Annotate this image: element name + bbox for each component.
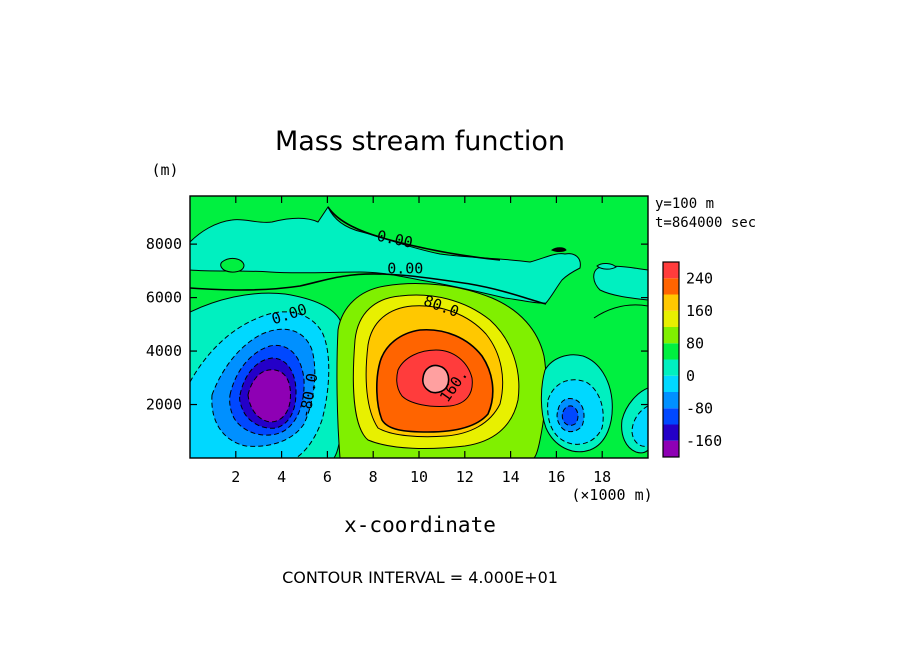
zero-contour-lower [190,273,547,305]
x-axis: 2 4 6 8 10 12 14 16 18 [231,196,611,486]
y-tick-label: 4000 [146,342,182,360]
x-tick-label: 18 [593,468,611,486]
contour-interval-note: CONTOUR INTERVAL = 4.000E+01 [282,568,558,587]
x-axis-label: x-coordinate [344,513,496,537]
colorbar-swatch [663,392,679,409]
left-green-spot [220,257,245,273]
x-tick-label: 6 [323,468,332,486]
x-tick-label: 12 [456,468,474,486]
colorbar-label: -80 [686,399,713,417]
x-tick-label: 8 [369,468,378,486]
x-tick-label: 16 [547,468,565,486]
x-unit-label: (×1000 m) [571,486,652,504]
colorbar-frame [662,261,680,458]
y-unit-label: (m) [151,161,178,179]
positive-cell-240 [422,364,450,394]
colorbar: 240 160 80 0 -80 -160 [662,261,722,458]
colorbar-swatch [663,294,679,311]
y-tick-label: 2000 [146,396,182,414]
colorbar-swatch [663,262,679,279]
colorbar-swatch [663,343,679,360]
contour-label: 0.00 [387,260,423,278]
tiny-island-1 [551,247,567,252]
annotation-time: t=864000 sec [655,215,756,231]
edge-negative-cell-m40 [631,405,648,447]
x-tick-label: 14 [502,468,520,486]
y-axis: 2000 4000 6000 8000 [146,235,648,414]
right-contour [593,304,648,319]
colorbar-swatch [663,375,679,392]
colorbar-swatch [663,359,679,376]
right-cyan-region [593,265,648,301]
tiny-island-2 [596,263,617,270]
colorbar-swatch [663,408,679,425]
y-tick-label: 6000 [146,289,182,307]
colorbar-swatch [663,278,679,295]
colorbar-swatch [663,327,679,344]
x-tick-label: 10 [410,468,428,486]
colorbar-swatch [663,310,679,327]
colorbar-swatch [663,424,679,441]
colorbar-label: 80 [686,334,704,352]
x-tick-label: 4 [277,468,286,486]
colorbar-label: 0 [686,367,695,385]
colorbar-label: 160 [686,302,713,320]
colorbar-label: 240 [686,269,713,287]
colorbar-label: -160 [686,432,722,450]
negative-cell-m200 [247,369,291,423]
chart-title: Mass stream function [275,126,565,157]
x-tick-label: 2 [231,468,240,486]
small-negative-cell-m120 [561,405,579,426]
y-tick-label: 8000 [146,235,182,253]
zero-contour-upper [327,206,501,261]
annotation-y-position: y=100 m [655,196,714,212]
colorbar-swatch [663,440,679,457]
upper-negative-band [190,205,581,304]
contour-plot-area [190,196,648,458]
